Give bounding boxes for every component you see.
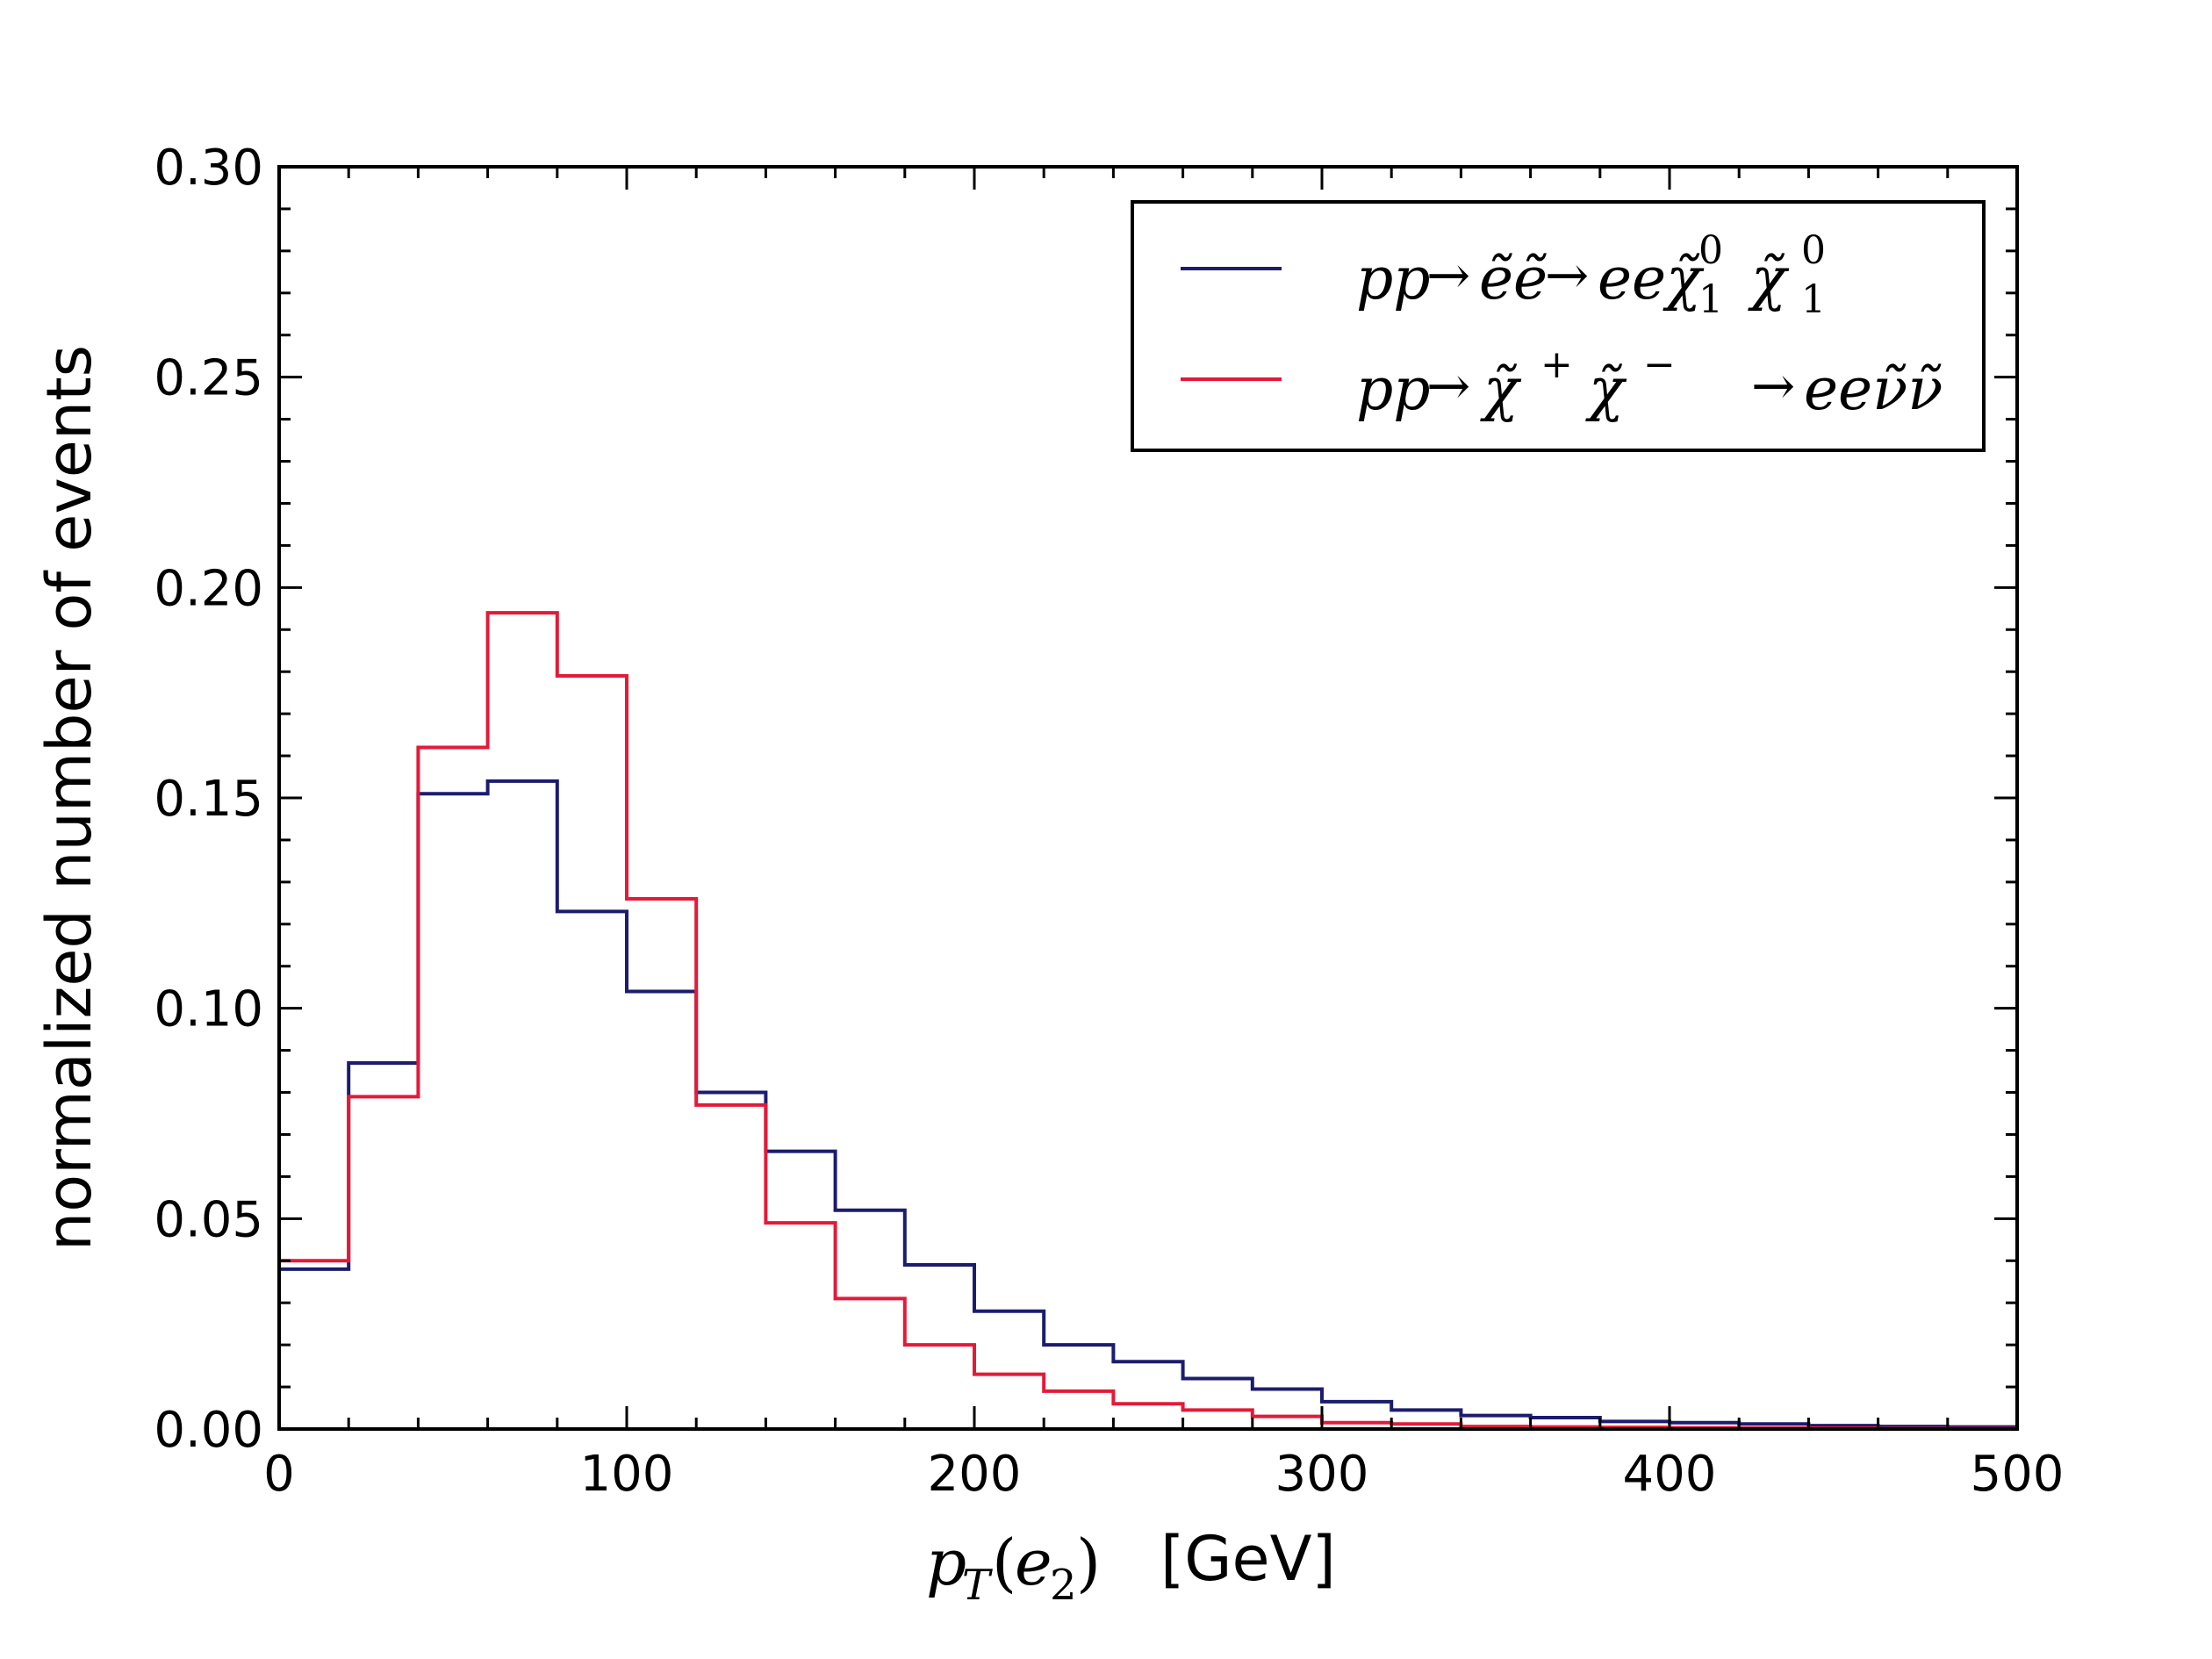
x-tick-label: 400 (1623, 1446, 1717, 1503)
svg-text:0: 0 (1698, 228, 1723, 273)
svg-text:eeχ̃: eeχ̃ (1598, 245, 1705, 312)
y-tick-label: 0.20 (154, 560, 263, 617)
legend-box (1131, 200, 1986, 452)
y-tick-label: 0.05 (154, 1191, 263, 1248)
svg-text:→: → (1426, 356, 1470, 417)
x-tick-label: 500 (1971, 1446, 2065, 1503)
svg-text:χ̃: χ̃ (1748, 245, 1790, 312)
y-tick-label: 0.30 (154, 140, 263, 197)
legend-entry-slepton: pp → ẽẽ → eeχ̃ 1 0 χ̃ 1 0 (1356, 228, 1826, 322)
svg-text:1: 1 (1698, 277, 1723, 322)
svg-text:ẽẽ: ẽẽ (1479, 245, 1548, 312)
legend: pp → ẽẽ → eeχ̃ 1 0 χ̃ 1 0 pp → χ̃ + χ̃ −… (1131, 200, 1986, 452)
svg-text:→: → (1751, 356, 1795, 417)
svg-text:): ) (1076, 1526, 1101, 1599)
svg-text:p: p (926, 1526, 966, 1599)
x-tick-label: 300 (1275, 1446, 1369, 1503)
y-tick-label: 0.10 (154, 981, 263, 1038)
y-tick-label: 0.25 (154, 350, 263, 407)
y-tick-label: 0.00 (154, 1402, 263, 1459)
svg-text:1: 1 (1801, 277, 1826, 322)
x-tick-label: 100 (580, 1446, 674, 1503)
svg-text:χ̃: χ̃ (1585, 356, 1627, 423)
x-axis-label: p T ( e 2 ) [GeV] (926, 1523, 1336, 1610)
svg-text:−: − (1643, 342, 1676, 387)
legend-entry-chargino: pp → χ̃ + χ̃ − → eeν̃ν̃ (1356, 342, 1943, 423)
svg-text:→: → (1545, 245, 1589, 306)
svg-text:→: → (1426, 245, 1470, 306)
y-tick-label: 0.15 (154, 771, 263, 828)
svg-text:e: e (1015, 1526, 1052, 1599)
svg-text:eeν̃ν̃: eeν̃ν̃ (1804, 356, 1943, 423)
svg-text:(: ( (992, 1526, 1016, 1599)
y-axis-label: normalized number of events (33, 345, 105, 1251)
svg-text:pp: pp (1356, 356, 1431, 423)
svg-text:χ̃: χ̃ (1480, 356, 1522, 423)
tick-label-layer: 0 100 200 300 400 5000.000.050.100.150.200.25… (154, 140, 2064, 1503)
x-tick-label: 0 (263, 1446, 295, 1503)
svg-text:T: T (962, 1561, 993, 1610)
x-tick-label: 200 (928, 1446, 1022, 1503)
svg-text:0: 0 (1801, 228, 1826, 273)
svg-text:2: 2 (1050, 1561, 1077, 1610)
svg-text:pp: pp (1356, 245, 1431, 312)
tick-layer (277, 165, 2019, 1431)
series-line-0 (279, 779, 2017, 1429)
x-axis-unit: [GeV] (1160, 1523, 1336, 1595)
svg-text:+: + (1540, 342, 1573, 387)
